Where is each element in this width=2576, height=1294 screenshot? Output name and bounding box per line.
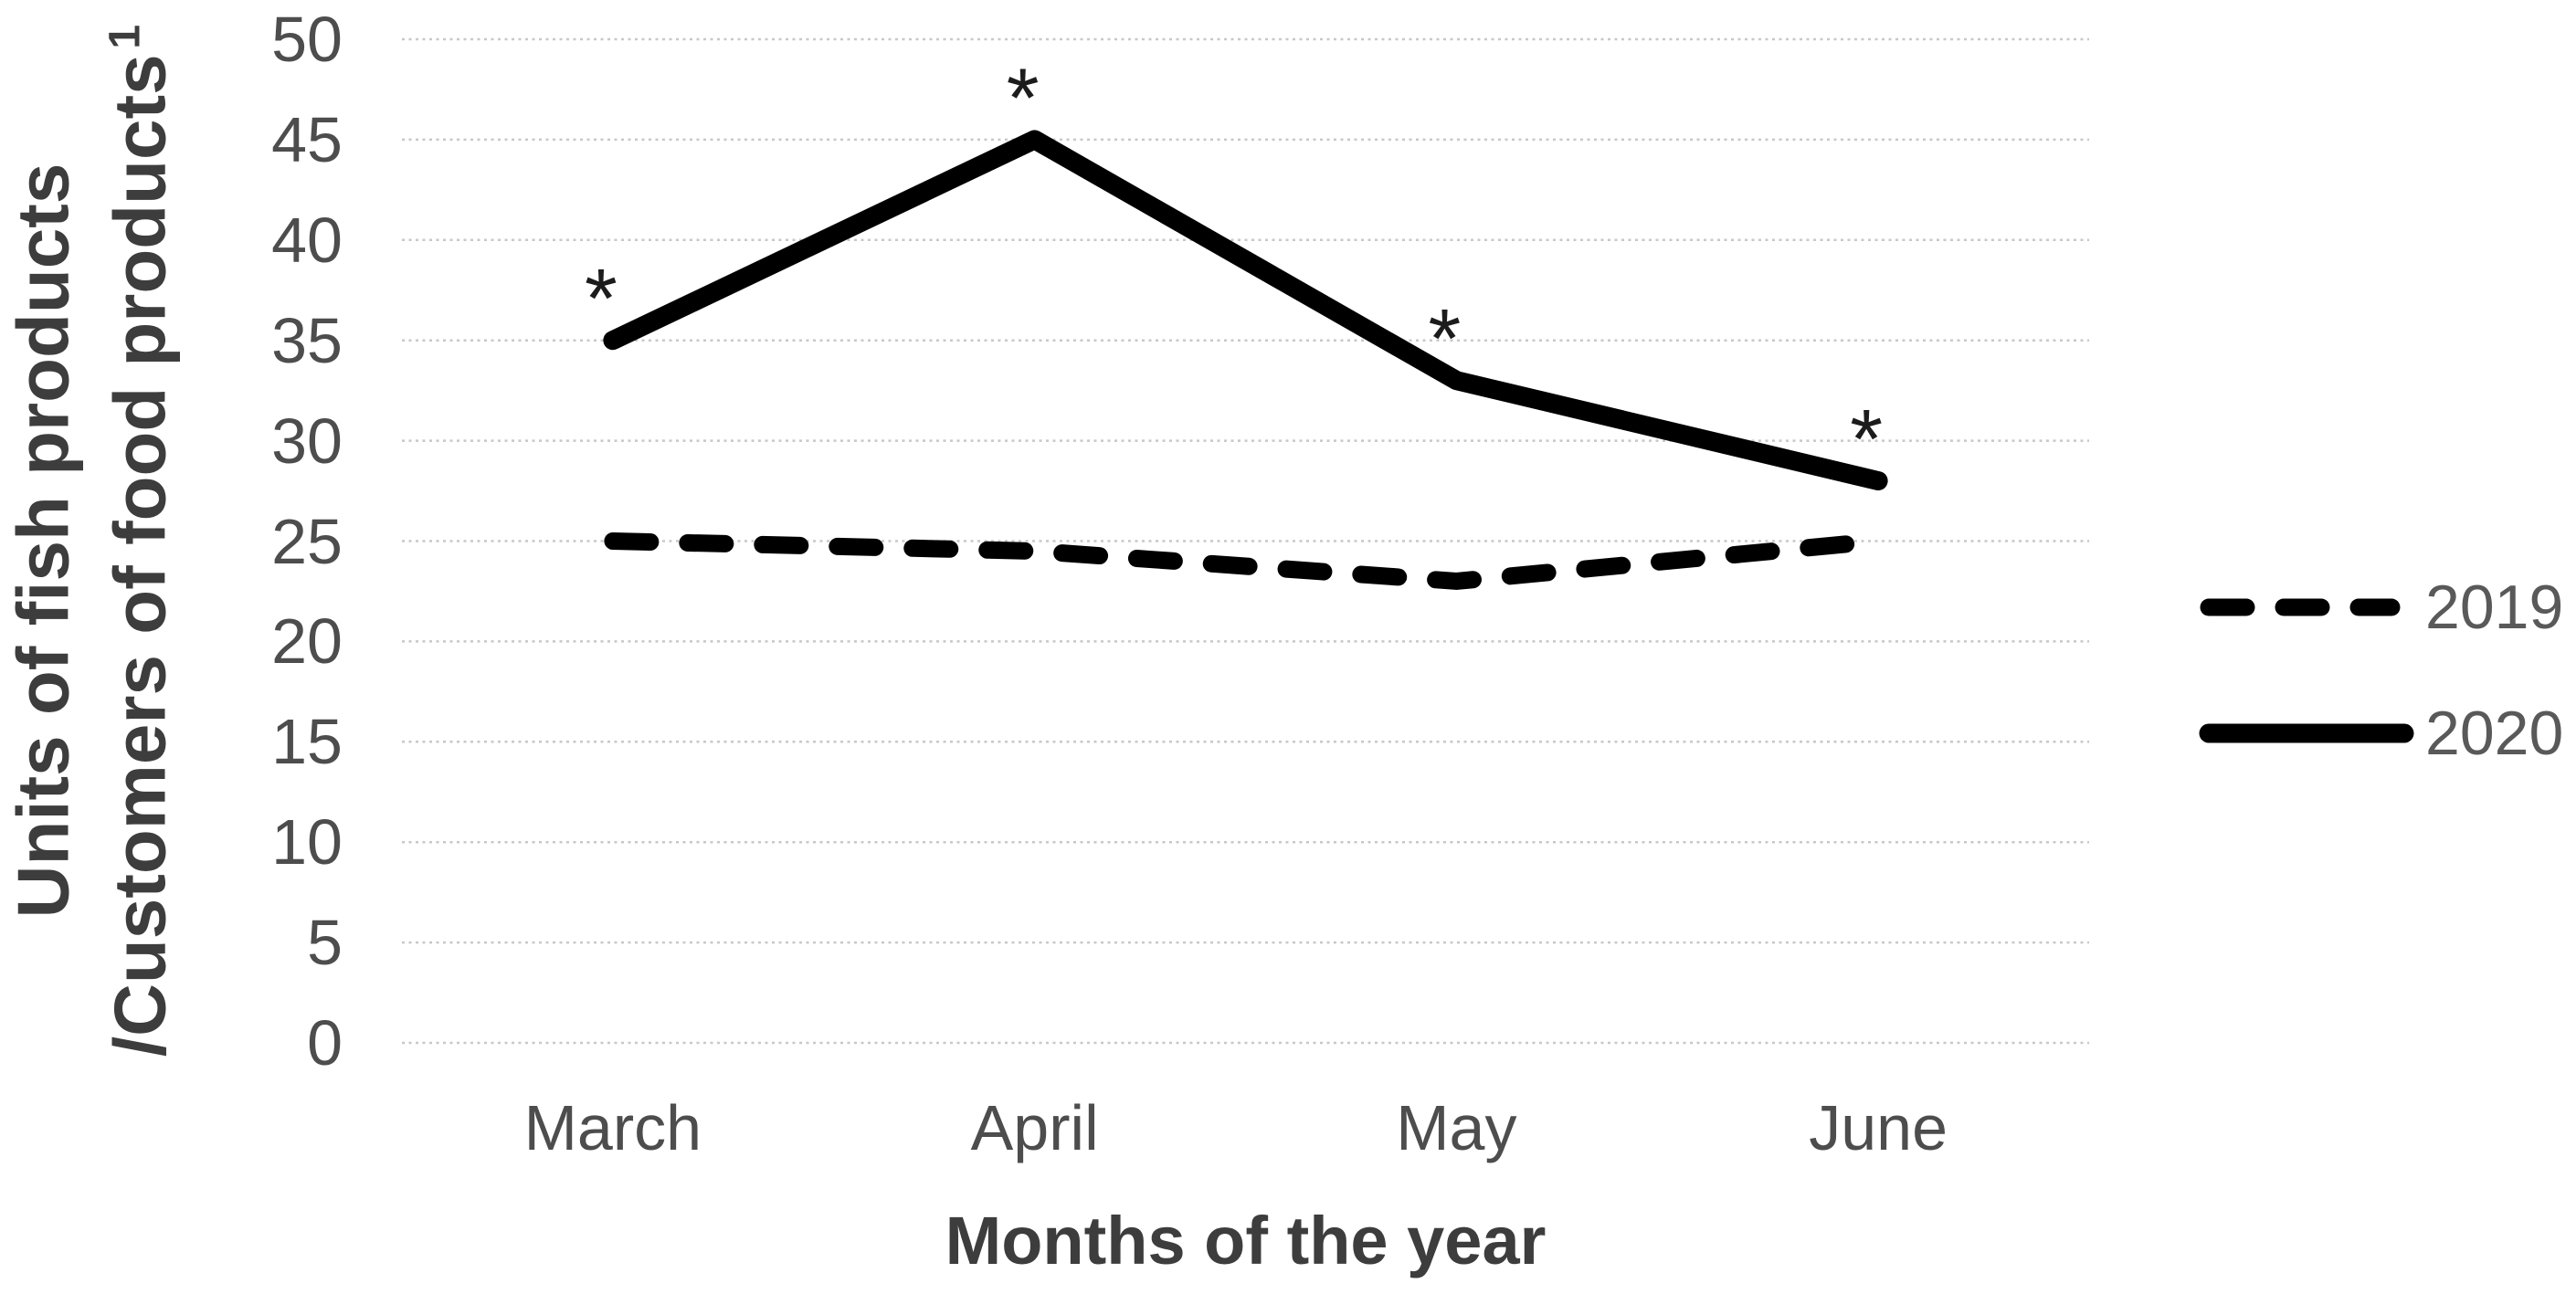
legend-label-2020: 2020 [2425, 699, 2564, 768]
x-tick-label-april: April [970, 1092, 1099, 1163]
significance-asterisk-2020-March: * [585, 253, 618, 346]
significance-asterisk-2020-May: * [1428, 293, 1461, 386]
x-tick-label-may: May [1396, 1092, 1517, 1163]
y-tick-label-40: 40 [271, 204, 343, 276]
y-tick-label-35: 35 [271, 304, 343, 376]
y-tick-label-10: 10 [271, 806, 343, 878]
y-tick-label-45: 45 [271, 103, 343, 175]
y-tick-label-5: 5 [307, 907, 343, 979]
series-line-2019 [604, 532, 1887, 590]
y-tick-label-50: 50 [271, 4, 343, 75]
y-tick-label-30: 30 [271, 405, 343, 477]
x-tick-label-march: March [523, 1092, 702, 1163]
significance-asterisk-2020-June: * [1850, 394, 1883, 487]
y-tick-label-15: 15 [271, 706, 343, 778]
legend-label-2019: 2019 [2425, 573, 2564, 642]
x-tick-label-june: June [1809, 1092, 1948, 1163]
significance-asterisk-2020-April: * [1007, 52, 1040, 145]
y-tick-label-0: 0 [307, 1007, 343, 1078]
y-tick-label-25: 25 [271, 505, 343, 577]
y-tick-label-20: 20 [271, 605, 343, 678]
series-line-2020 [603, 130, 1888, 491]
x-axis-title: Months of the year [945, 1203, 1547, 1278]
